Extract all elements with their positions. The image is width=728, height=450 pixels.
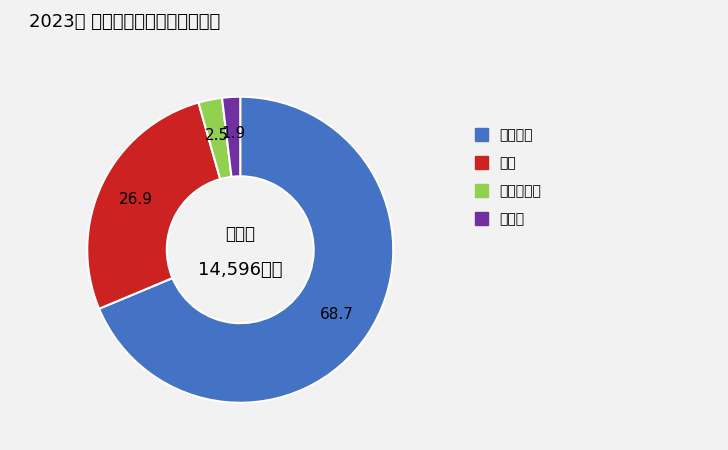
- Text: 1.9: 1.9: [221, 126, 245, 141]
- Text: 総　額: 総 額: [225, 225, 256, 243]
- Wedge shape: [222, 97, 240, 177]
- Wedge shape: [199, 98, 232, 179]
- Legend: ベトナム, 中国, ミャンマー, その他: ベトナム, 中国, ミャンマー, その他: [469, 123, 547, 232]
- Text: 68.7: 68.7: [320, 307, 354, 322]
- Text: 2.5: 2.5: [205, 128, 229, 143]
- Text: 14,596万円: 14,596万円: [198, 261, 282, 279]
- Text: 26.9: 26.9: [119, 192, 152, 207]
- Wedge shape: [99, 97, 393, 403]
- Wedge shape: [87, 103, 220, 309]
- Text: 2023年 輸出相手国のシェア（％）: 2023年 輸出相手国のシェア（％）: [29, 14, 221, 32]
